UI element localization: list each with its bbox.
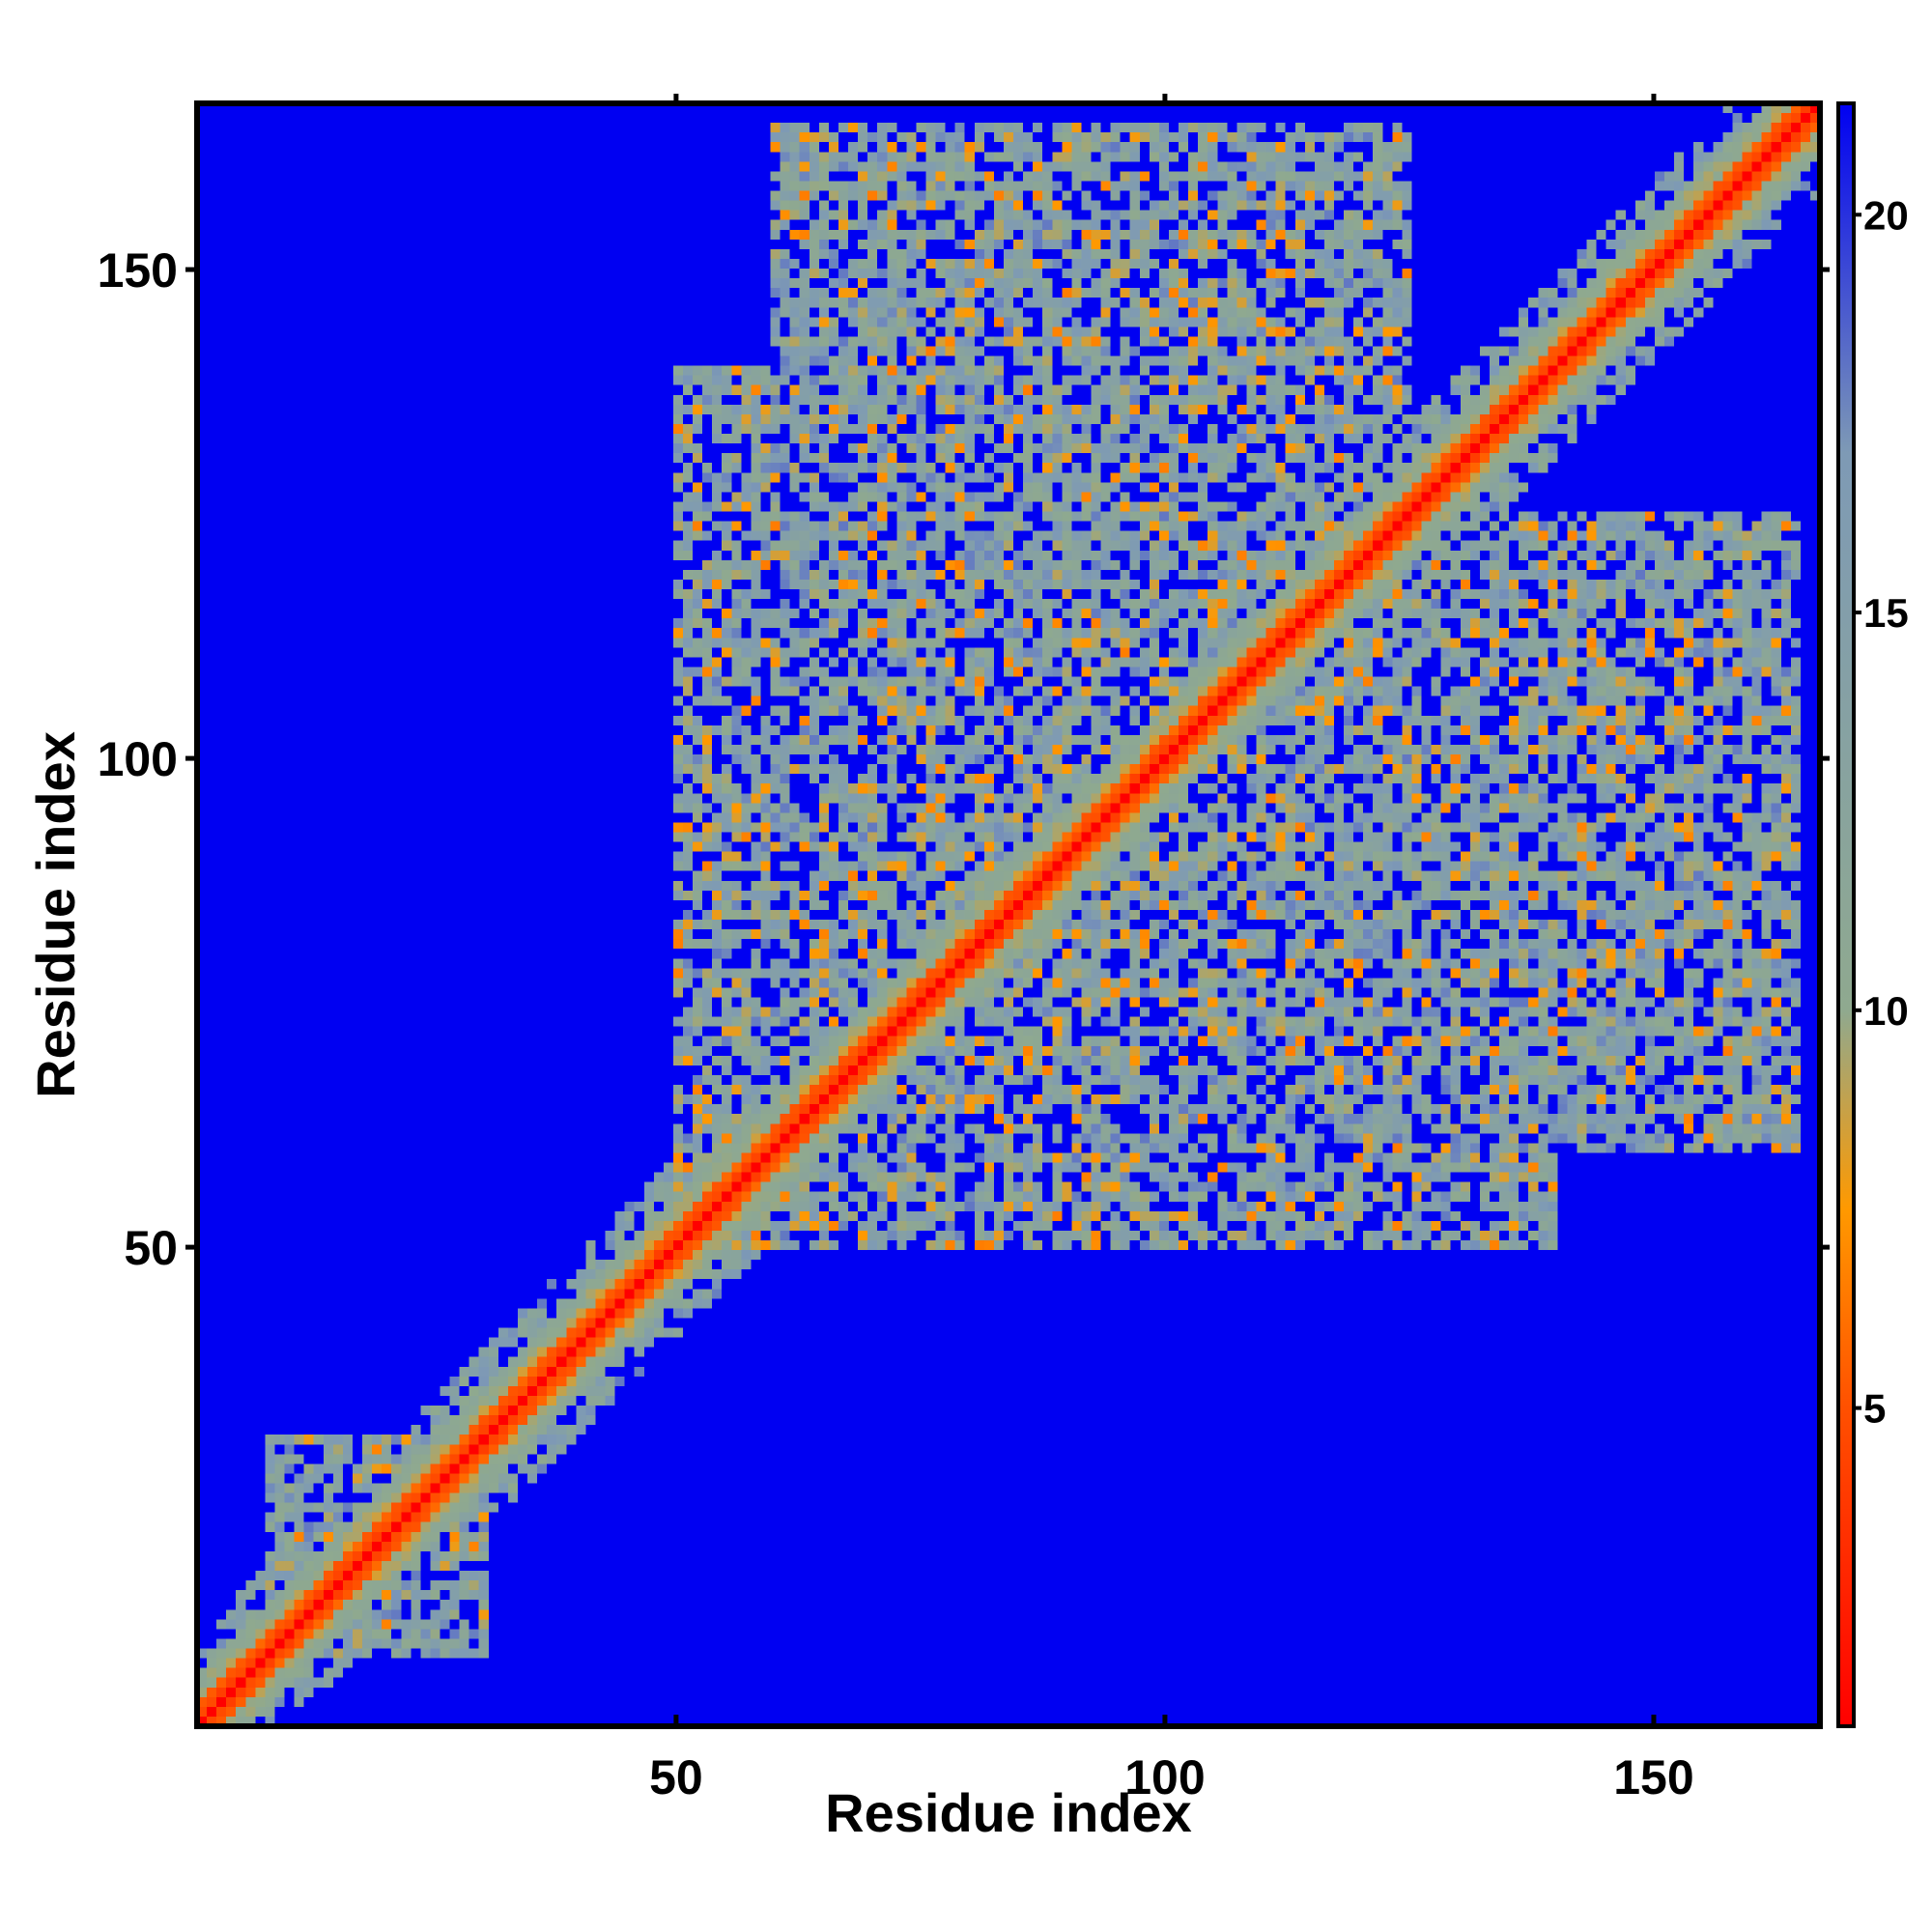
x-tick-label: 100 [1124,1750,1205,1804]
x-axis: 50 100 150 [649,94,1694,1804]
x-tick-label: 150 [1613,1750,1693,1804]
heatmap-raster [197,103,1820,1726]
colorbar-tick-label: 20 [1863,192,1909,238]
colorbar-tick-label: 5 [1863,1386,1886,1432]
x-axis-label: Residue index [825,1782,1192,1843]
colorbar-tick-label: 15 [1863,590,1909,636]
x-tick-label: 50 [649,1750,703,1804]
y-axis-label: Residue index [25,731,86,1098]
colorbar-tick-label: 10 [1863,988,1909,1034]
y-axis: 50 100 150 [98,243,1830,1275]
y-tick-label: 150 [98,243,178,298]
plot-frame [194,100,1823,1729]
y-tick-label: 50 [124,1221,178,1275]
colorbar: 5 10 15 20 [1836,101,1909,1728]
colorbar-gradient [1836,101,1856,1728]
heatmap-cells [197,103,1820,1726]
y-tick-label: 100 [98,732,178,786]
